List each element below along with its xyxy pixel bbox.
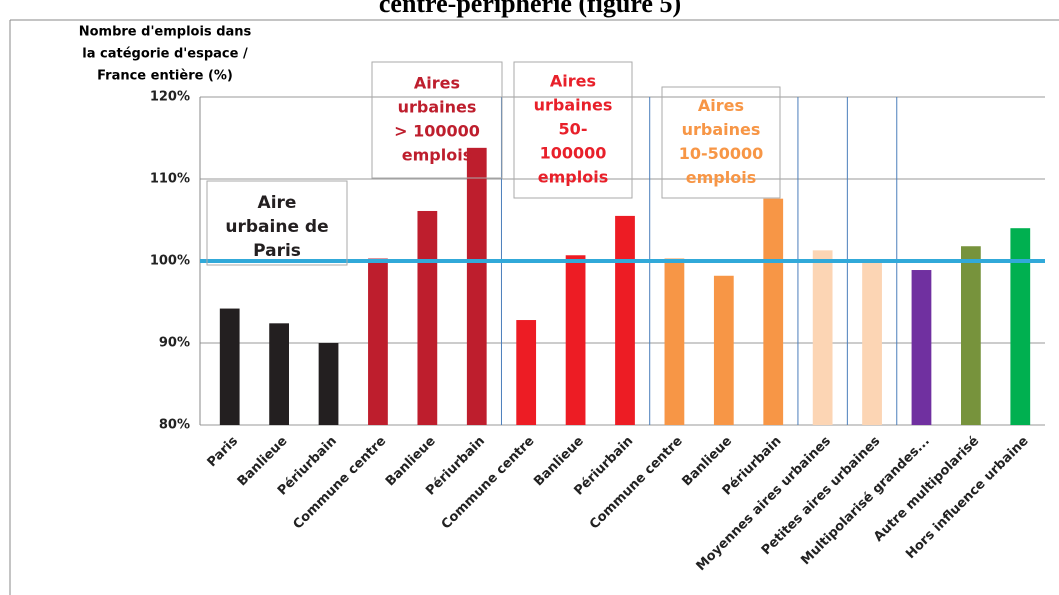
- chart-title: centre-périphérie (figure 5): [379, 0, 681, 18]
- bar: [1010, 228, 1031, 425]
- annotation-text: emplois: [686, 168, 756, 187]
- annotation-text: urbaines: [534, 96, 613, 115]
- annotation-text: 10-50000: [679, 144, 764, 163]
- annotation-text: Aire: [258, 193, 297, 213]
- bar: [417, 210, 438, 425]
- annotation-text: urbaines: [682, 120, 761, 139]
- y-axis-label: Nombre d'emplois dans: [79, 25, 252, 40]
- y-axis-label: la catégorie d'espace /: [82, 47, 248, 62]
- annotation-text: emplois: [538, 168, 608, 187]
- annotation-box: [661, 86, 781, 199]
- annotation-text: urbaines: [398, 98, 477, 117]
- annotation-text: urbaine de: [225, 217, 328, 237]
- bar: [565, 255, 586, 425]
- bar: [615, 215, 635, 425]
- annotation-text: 50-: [559, 120, 588, 139]
- x-tick-label: Commune centre: [587, 434, 686, 533]
- bar: [713, 275, 734, 425]
- bar: [516, 320, 537, 425]
- y-tick-label: 100%: [150, 254, 190, 269]
- bar: [368, 258, 388, 425]
- bar: [961, 246, 981, 425]
- x-tick-label: Commune centre: [291, 434, 390, 533]
- annotation-text: Paris: [253, 241, 301, 261]
- annotation-text: > 100000: [394, 122, 480, 141]
- annotation-text: Aires: [550, 72, 596, 91]
- y-tick-label: 90%: [159, 336, 190, 351]
- bar: [466, 147, 487, 425]
- y-axis-label: France entière (%): [97, 69, 233, 84]
- bar: [269, 323, 289, 425]
- annotation-box: [513, 61, 633, 199]
- bar: [664, 258, 685, 425]
- bar: [911, 270, 932, 425]
- x-tick-label: Commune centre: [439, 434, 538, 533]
- y-tick-label: 120%: [150, 90, 190, 105]
- bar: [219, 308, 240, 425]
- annotation-box: [206, 180, 348, 266]
- y-tick-label: 80%: [159, 418, 190, 433]
- annotation-text: Aires: [698, 96, 744, 115]
- bar: [812, 250, 833, 425]
- bar: [763, 198, 784, 425]
- annotation-text: 100000: [540, 144, 607, 163]
- annotation-text: emplois: [402, 146, 472, 165]
- annotation-text: Aires: [414, 74, 460, 93]
- y-tick-label: 110%: [150, 172, 190, 187]
- x-tick-label: Paris: [205, 434, 242, 471]
- bar: [862, 261, 882, 425]
- bar: [318, 343, 339, 425]
- annotation-box: [371, 61, 503, 179]
